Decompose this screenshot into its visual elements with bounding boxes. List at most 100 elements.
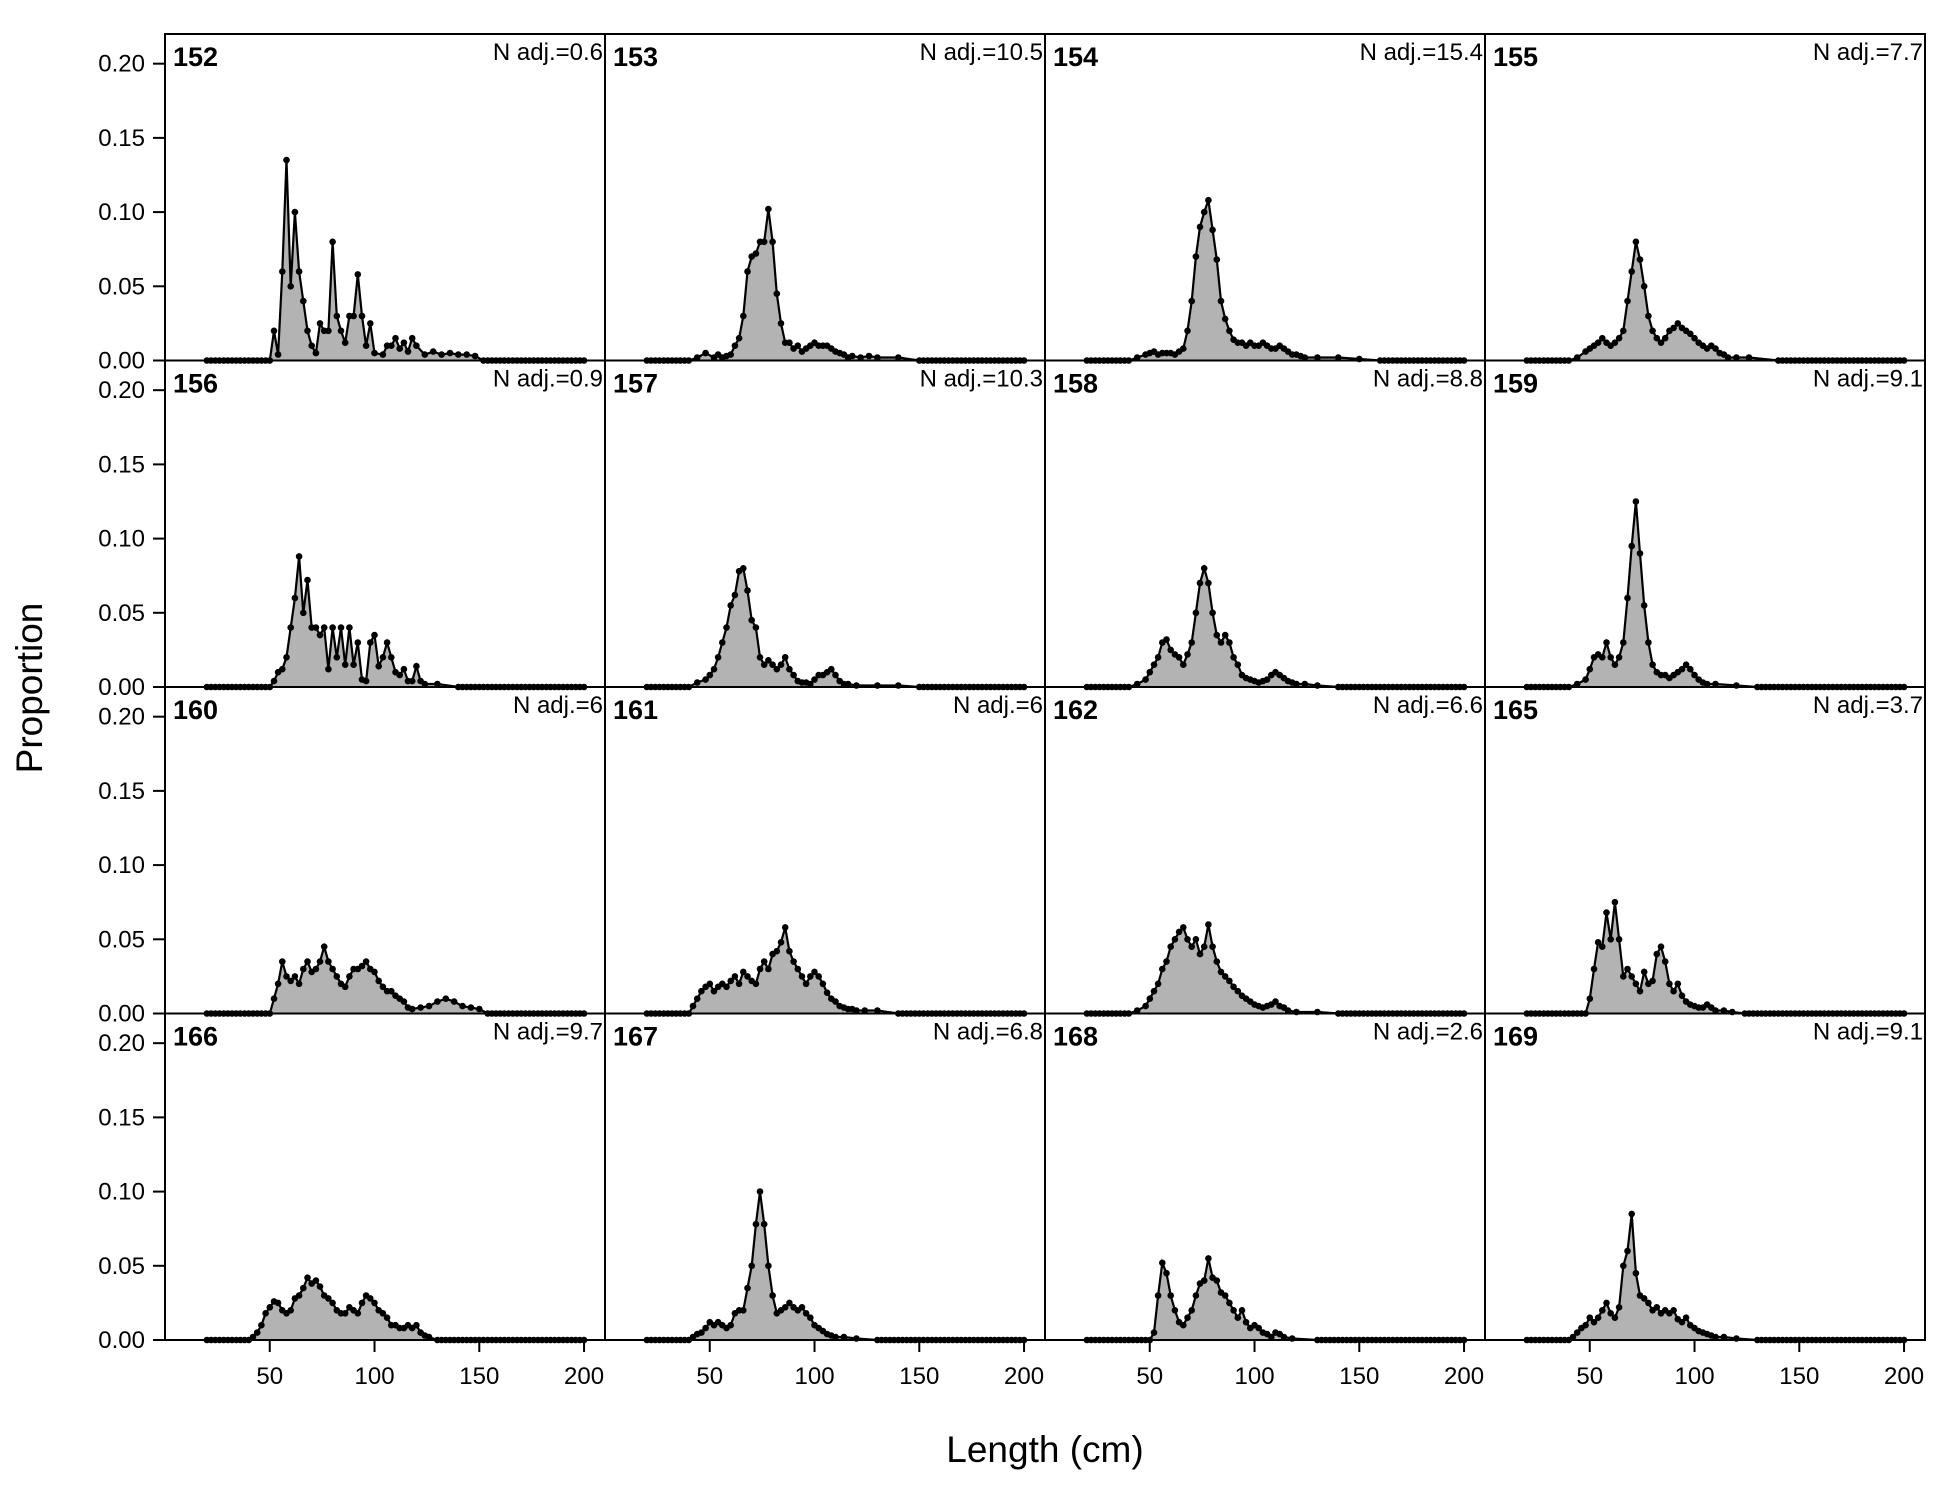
data-point — [1226, 327, 1233, 335]
data-point — [1301, 354, 1309, 361]
data-point — [1213, 958, 1221, 965]
panel-161: 161 N adj.=6 — [604, 686, 1046, 1017]
data-point — [777, 320, 785, 327]
data-point — [798, 1304, 806, 1311]
data-point — [425, 1002, 433, 1010]
data-point — [1230, 1307, 1237, 1314]
series-line — [646, 1191, 1024, 1342]
data-point — [760, 958, 768, 965]
data-point — [362, 958, 370, 965]
data-point — [727, 977, 734, 985]
data-point — [1192, 253, 1200, 260]
data-point — [266, 1304, 274, 1311]
series-line — [646, 566, 1024, 689]
data-point — [1657, 943, 1665, 950]
data-point — [1180, 1321, 1187, 1329]
series-area — [206, 160, 584, 361]
data-point — [1154, 1292, 1162, 1299]
series-area — [1526, 241, 1904, 361]
data-point — [1603, 639, 1610, 646]
data-point — [350, 661, 357, 668]
data-point — [341, 661, 349, 668]
data-point — [329, 624, 336, 631]
data-point — [291, 208, 299, 216]
data-point — [1599, 943, 1606, 950]
panel-frame — [604, 359, 1046, 688]
data-point — [392, 334, 399, 342]
data-point — [1171, 1307, 1179, 1314]
data-point — [1582, 676, 1589, 683]
data-point — [408, 677, 416, 685]
data-point — [404, 348, 412, 355]
y-tick-label: 0.15 — [98, 1104, 145, 1131]
data-point — [308, 342, 316, 350]
y-tick-label: 0.05 — [98, 273, 145, 300]
panel-id-label: 158 — [1053, 369, 1098, 399]
data-point — [388, 342, 395, 350]
data-point — [1284, 1007, 1292, 1014]
panel-id-label: 156 — [173, 369, 218, 399]
data-point — [807, 973, 814, 980]
data-point — [1611, 661, 1619, 668]
data-point — [1607, 1310, 1614, 1317]
data-point — [1640, 968, 1648, 976]
data-point — [1720, 1333, 1728, 1341]
data-point — [1150, 1329, 1158, 1336]
data-point — [1682, 1314, 1690, 1321]
panel-168: 168 N adj.=2.6 — [1044, 1012, 1486, 1344]
data-point — [421, 351, 429, 358]
data-point — [756, 965, 764, 973]
data-point — [1180, 661, 1187, 668]
y-axis-title: Proportion — [9, 603, 50, 774]
data-point — [840, 1333, 848, 1341]
data-point — [471, 352, 479, 360]
data-point — [1221, 315, 1229, 323]
data-point — [769, 238, 776, 246]
data-point — [304, 576, 311, 584]
data-point — [1586, 995, 1594, 1002]
data-point — [1640, 283, 1648, 290]
data-point — [727, 351, 734, 358]
data-point — [295, 268, 303, 275]
data-point — [325, 1295, 332, 1302]
data-point — [760, 661, 768, 668]
series-area — [646, 568, 1024, 687]
panel-frame — [1044, 1012, 1486, 1341]
y-tick-label: 0.00 — [98, 674, 145, 701]
data-point — [358, 1299, 366, 1307]
data-point — [362, 677, 370, 685]
data-point — [438, 351, 445, 358]
data-point — [756, 654, 764, 661]
data-point — [786, 339, 793, 347]
data-point — [1611, 1314, 1619, 1321]
data-point — [1640, 1295, 1648, 1302]
data-point — [1301, 680, 1309, 688]
data-point — [341, 339, 349, 347]
y-tick-label: 0.00 — [98, 1327, 145, 1354]
data-point — [1628, 973, 1635, 980]
data-point — [1213, 631, 1221, 639]
data-point — [1653, 1304, 1661, 1311]
data-point — [689, 1002, 697, 1010]
n-adj-label: N adj.=2.6 — [1373, 1019, 1483, 1046]
series-line — [1526, 501, 1904, 689]
axes: 0.000.050.100.150.200.000.050.100.150.20… — [98, 51, 1924, 1390]
n-adj-label: N adj.=9.1 — [1813, 366, 1923, 393]
data-point — [1200, 208, 1208, 216]
data-point — [295, 1292, 303, 1299]
data-point — [1628, 268, 1635, 275]
data-point — [442, 995, 450, 1002]
data-point — [1188, 297, 1195, 305]
data-point — [429, 348, 437, 355]
data-point — [312, 965, 320, 973]
data-point — [802, 980, 810, 988]
data-point — [1674, 980, 1682, 988]
data-point — [358, 962, 366, 970]
data-point — [1196, 579, 1204, 587]
data-point — [1180, 924, 1187, 931]
data-point — [1678, 665, 1686, 673]
data-point — [740, 1307, 747, 1314]
data-point — [1234, 661, 1242, 668]
data-point — [300, 1284, 307, 1292]
data-point — [312, 349, 320, 357]
